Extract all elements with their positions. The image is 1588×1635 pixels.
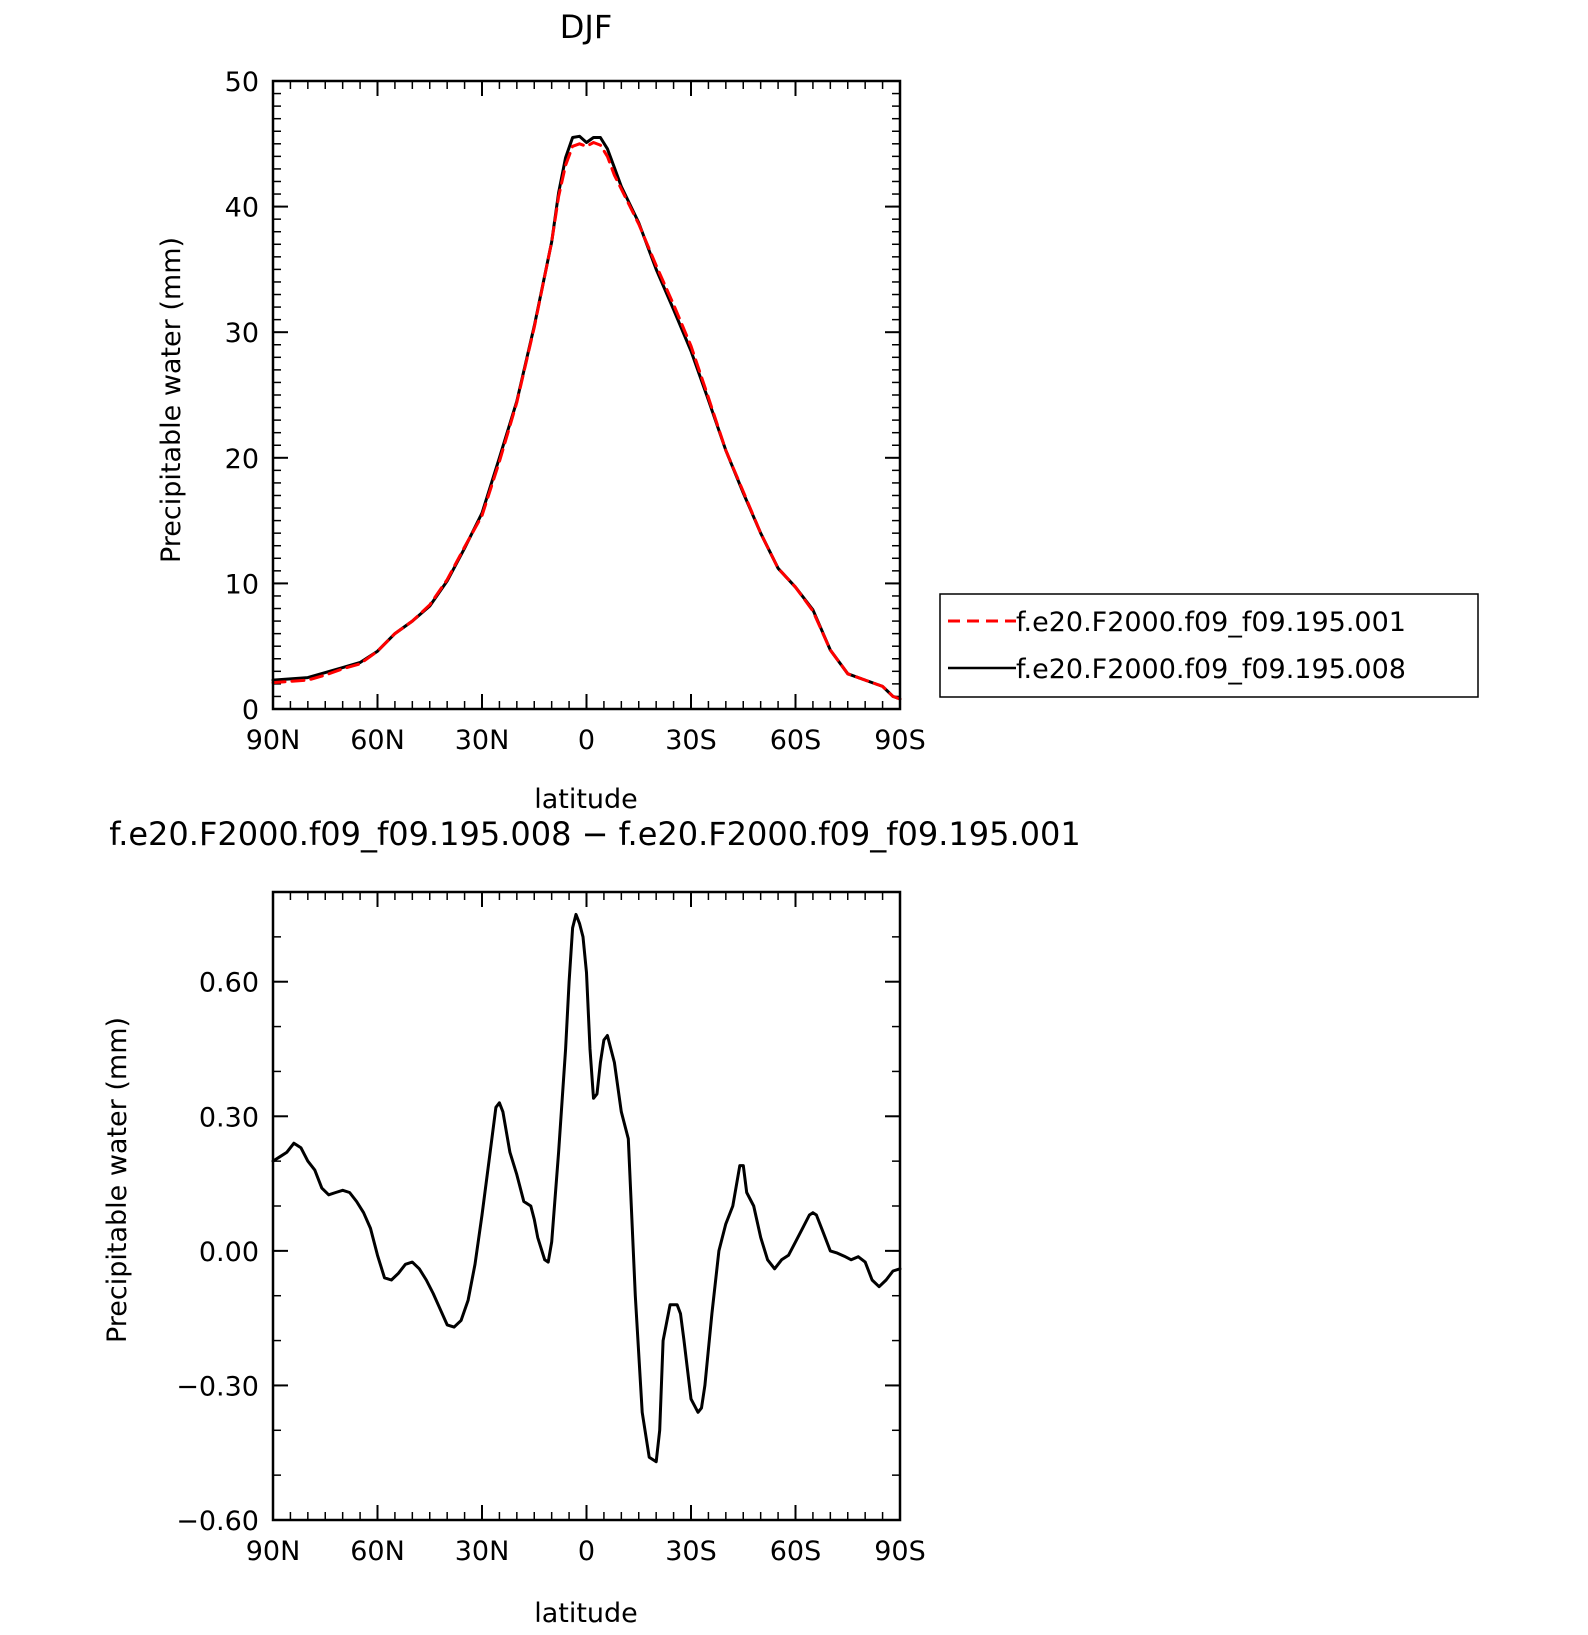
bottom-panel: f.e20.F2000.f09_f09.195.008 − f.e20.F200… [102,815,1081,1629]
top-x-tick-label: 30S [665,725,717,756]
top-x-tick-label: 90S [874,725,926,756]
top-series-layer [271,134,902,701]
bottom-x-tick-label: 90S [874,1536,926,1567]
top-y-tick-label: 0 [242,695,259,726]
bottom-plot-frame [271,890,902,1522]
top-y-tick-label: 50 [225,67,259,98]
top-tick-layer: 90N 60N 30N 0 30S 60S 90S 0 10 20 30 40 50 [225,67,926,756]
bottom-x-tick-label: 30N [455,1536,510,1567]
top-series-line-0 [271,141,902,701]
top-x-tick-label: 0 [578,725,595,756]
top-series-line-1 [271,134,902,701]
bottom-y-tick-label: 0.00 [199,1237,259,1268]
bottom-y-axis-title-group: Precipitable water (mm) [102,1017,133,1343]
bottom-y-tick-label: 0.60 [199,968,259,999]
top-y-tick-label: 10 [225,569,259,600]
top-x-axis-title: latitude [534,784,638,815]
bottom-y-tick-label: 0.30 [199,1102,259,1133]
top-y-axis-title: Precipitable water (mm) [156,237,187,563]
top-x-tick-label: 30N [455,725,510,756]
top-x-tick-label: 60N [350,725,405,756]
bottom-y-tick-label: −0.30 [176,1371,259,1402]
bottom-y-axis-title: Precipitable water (mm) [102,1017,133,1343]
top-y-axis-title-group: Precipitable water (mm) [156,237,187,563]
top-x-tick-label: 90N [246,725,301,756]
top-y-tick-label: 30 [225,318,259,349]
legend: f.e20.F2000.f09_f09.195.001 f.e20.F2000.… [939,593,1479,698]
top-plot-frame [271,79,902,711]
top-x-tick-label: 60S [770,725,822,756]
bottom-x-tick-label: 60N [350,1536,405,1567]
bottom-x-tick-label: 90N [246,1536,301,1567]
bottom-x-tick-label: 30S [665,1536,717,1567]
bottom-x-tick-label: 60S [770,1536,822,1567]
bottom-x-axis-title: latitude [534,1598,638,1629]
bottom-chart-title: f.e20.F2000.f09_f09.195.008 − f.e20.F200… [109,815,1081,853]
bottom-series-layer [271,912,902,1464]
top-panel: DJF Precipitable water (mm) latitude 90N… [156,8,1479,815]
bottom-series-line-0 [271,912,902,1464]
legend-box [939,593,1479,698]
bottom-tick-layer: 90N 60N 30N 0 30S 60S 90S −0.60 −0.30 0.00 0.30 0.6… [176,891,926,1567]
legend-label-run001: f.e20.F2000.f09_f09.195.001 [1016,607,1406,638]
bottom-x-tick-label: 0 [578,1536,595,1567]
top-y-tick-label: 20 [225,444,259,475]
bottom-y-tick-label: −0.60 [176,1506,259,1537]
legend-label-run008: f.e20.F2000.f09_f09.195.008 [1016,654,1406,685]
top-chart-title: DJF [560,8,612,46]
top-y-tick-label: 40 [225,193,259,224]
